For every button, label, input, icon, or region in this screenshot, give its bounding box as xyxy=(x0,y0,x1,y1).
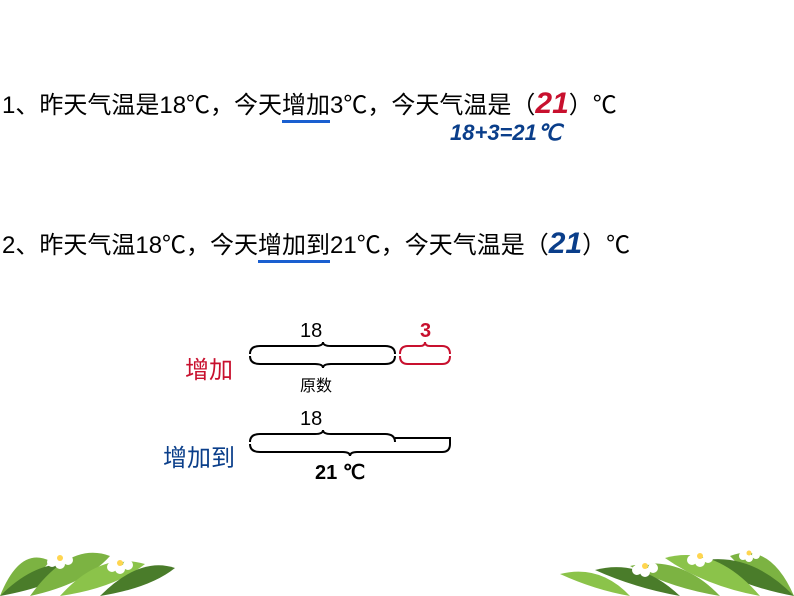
diagram2-label: 增加到 xyxy=(163,438,235,473)
question-1: 1、昨天气温是18℃，今天增加3℃，今天气温是（21）℃ xyxy=(2,85,617,121)
q2-suffix: ）℃ xyxy=(582,232,630,259)
diagram1-num-add: 3 xyxy=(420,320,431,343)
diagram1-label: 增加 xyxy=(185,350,233,385)
q1-suffix: ）℃ xyxy=(569,92,617,119)
diagram2-num-main: 18 xyxy=(300,408,322,431)
q1-prefix: 1、昨天气温是18℃，今天 xyxy=(2,92,282,119)
q1-equation: 18+3=21℃ xyxy=(450,120,562,146)
q2-keyword: 增加到 xyxy=(258,232,330,263)
q2-prefix: 2、昨天气温18℃，今天 xyxy=(2,232,258,259)
decorative-flowers xyxy=(0,506,794,596)
q1-answer: 21 xyxy=(535,87,568,120)
diagram1-caption: 原数 xyxy=(300,372,332,396)
diagram1-num-main: 18 xyxy=(300,320,322,343)
diagram2-caption: 21 ℃ xyxy=(315,460,365,485)
question-2: 2、昨天气温18℃，今天增加到21℃，今天气温是（21）℃ xyxy=(2,225,630,261)
diagram-area: 增加 18 3 原数 增加到 18 21 ℃ xyxy=(185,320,585,520)
q1-mid: 3℃，今天气温是（ xyxy=(330,92,535,119)
diagram2-brace xyxy=(245,430,455,460)
q2-mid: 21℃，今天气温是（ xyxy=(330,232,549,259)
q2-answer: 21 xyxy=(549,227,582,260)
q1-keyword: 增加 xyxy=(282,92,330,123)
diagram1-brace xyxy=(245,342,455,372)
